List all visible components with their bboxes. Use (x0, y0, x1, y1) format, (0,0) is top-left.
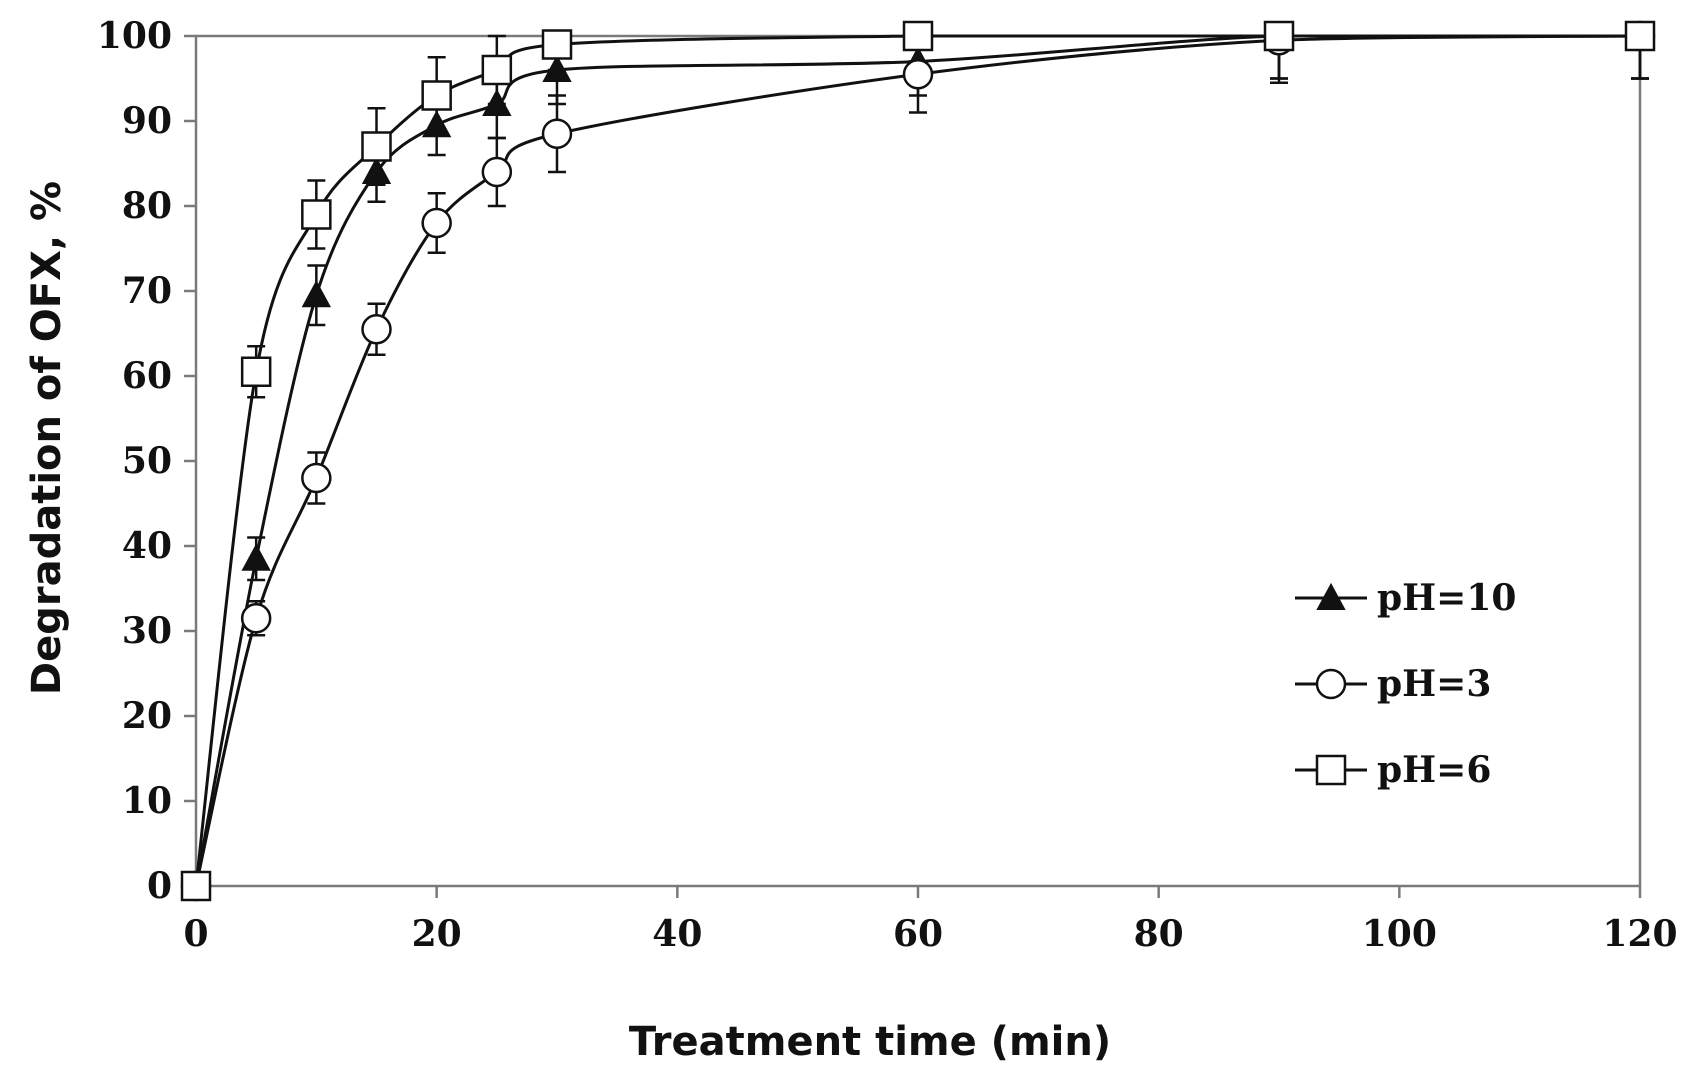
y-tick-label: 70 (122, 270, 172, 312)
point-ph-3 (902, 59, 934, 90)
point-ph-6 (240, 356, 272, 387)
point-ph-6 (481, 54, 513, 86)
x-tick-label: 100 (1362, 913, 1437, 955)
legend-marker-ph-3 (1315, 668, 1347, 700)
point-ph-6 (1624, 20, 1656, 52)
x-tick-label: 60 (893, 913, 943, 955)
legend-marker-ph-10 (1316, 582, 1346, 611)
error-bars (247, 34, 1649, 637)
point-ph-6 (180, 870, 212, 902)
x-tick-label: 40 (652, 913, 702, 955)
point-ph-3 (361, 314, 392, 345)
point-ph-10 (301, 280, 332, 308)
y-tick-label: 90 (122, 100, 172, 142)
y-tick-label: 100 (97, 15, 172, 57)
point-ph-3 (240, 603, 272, 634)
point-ph-6 (421, 80, 452, 111)
point-ph-10 (241, 543, 271, 571)
point-ph-6 (361, 131, 392, 162)
x-tick-label: 120 (1602, 913, 1677, 955)
legend-label-ph-10: pH=10 (1377, 577, 1516, 619)
legend-label-ph-6: pH=6 (1377, 749, 1491, 791)
y-tick-label: 40 (122, 525, 172, 567)
y-axis-title: Degradation of OFX, % (24, 181, 70, 695)
y-tick-label: 30 (122, 610, 172, 652)
y-tick-label: 0 (147, 865, 172, 907)
point-ph-10 (482, 88, 512, 117)
point-ph-6 (541, 29, 573, 60)
x-tick-label: 80 (1134, 913, 1184, 955)
x-tick-label: 0 (183, 913, 208, 955)
x-tick-label: 20 (412, 913, 462, 955)
point-ph-6 (1263, 20, 1295, 52)
y-tick-label: 80 (122, 185, 172, 227)
x-axis-title: Treatment time (min) (629, 1019, 1111, 1065)
point-ph-10 (542, 54, 572, 83)
legend-marker-ph-6 (1315, 754, 1347, 786)
y-tick-label: 10 (122, 780, 172, 822)
point-ph-10 (361, 156, 392, 185)
point-ph-6 (902, 20, 934, 52)
point-ph-6 (301, 199, 332, 230)
point-ph-3 (541, 118, 573, 149)
y-tick-label: 50 (122, 440, 172, 482)
point-ph-10 (421, 110, 452, 138)
point-ph-3 (301, 462, 332, 494)
point-ph-3 (481, 156, 513, 188)
legend: pH=10 pH=3 pH=6 (1295, 577, 1516, 791)
y-tick-label: 60 (122, 355, 172, 397)
series-markers (180, 20, 1656, 902)
tick-labels: 0 10 20 30 40 50 60 70 80 90 100 0 20 40 60 80 100 120 (97, 15, 1678, 955)
y-tick-label: 20 (122, 695, 172, 737)
legend-label-ph-3: pH=3 (1377, 663, 1491, 705)
point-ph-3 (421, 207, 452, 239)
